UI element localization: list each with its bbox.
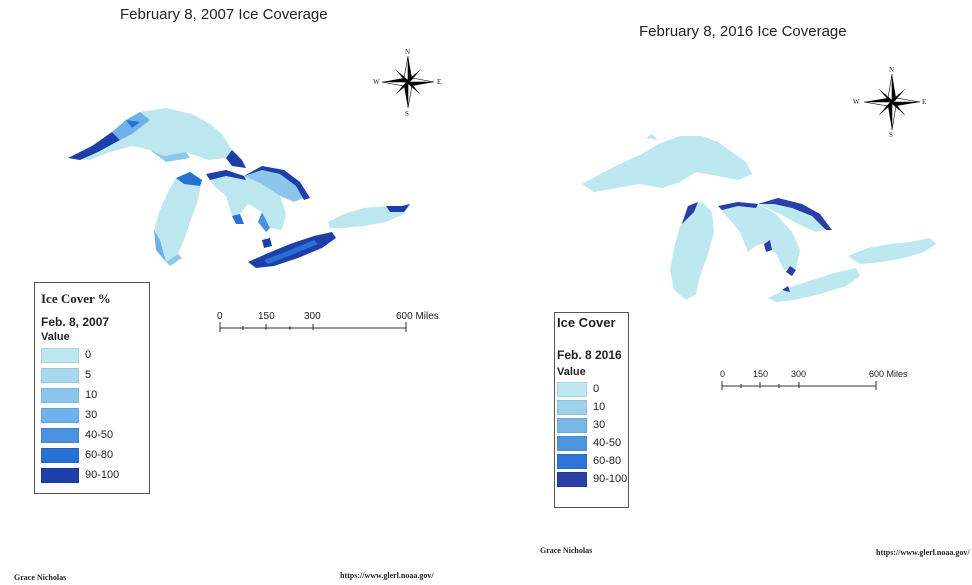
legend-label: 90-100 bbox=[85, 469, 120, 481]
source-url: https://www.glerl.noaa.gov/ bbox=[340, 571, 434, 580]
scale-bar bbox=[721, 381, 877, 390]
map-title: February 8, 2007 Ice Coverage bbox=[120, 6, 328, 23]
legend-swatch bbox=[41, 447, 79, 463]
legend-row: 90-100 bbox=[41, 465, 149, 485]
legend-value-label: Value bbox=[557, 366, 586, 378]
legend-2016: Ice Cover Feb. 8 2016 Value 0 10 30 40-50 60… bbox=[554, 312, 629, 508]
legend-date: Feb. 8, 2007 bbox=[41, 315, 110, 329]
map-title: February 8, 2016 Ice Coverage bbox=[639, 23, 847, 40]
legend-label: 10 bbox=[593, 401, 606, 413]
great-lakes-map-2007 bbox=[68, 55, 435, 332]
scale-label-300: 300 bbox=[791, 369, 807, 379]
legend-label: 10 bbox=[85, 389, 98, 401]
compass-east-label: E bbox=[437, 78, 442, 86]
compass-south-label: S bbox=[889, 131, 893, 139]
compass-east-label: E bbox=[922, 98, 927, 106]
author-credit: Grace Nicholas bbox=[540, 546, 593, 555]
legend-row: 0 bbox=[41, 345, 149, 365]
lake-michigan-shape bbox=[670, 202, 714, 300]
legend-value-label: Value bbox=[41, 331, 70, 343]
compass-south-label: S bbox=[405, 110, 409, 118]
legend-label: 5 bbox=[85, 369, 92, 381]
legend-label: 60-80 bbox=[85, 449, 114, 461]
legend-swatch bbox=[557, 399, 587, 415]
lake-superior-shape bbox=[582, 136, 752, 192]
legend-label: 0 bbox=[85, 349, 92, 361]
legend-swatch bbox=[41, 347, 79, 363]
legend-swatch bbox=[41, 367, 79, 383]
legend-swatch bbox=[41, 427, 79, 443]
legend-label: 90-100 bbox=[593, 473, 628, 485]
legend-swatch bbox=[557, 381, 587, 397]
scale-label-0: 0 bbox=[217, 311, 223, 322]
lake-superior-shape bbox=[68, 108, 232, 160]
compass-north-label: N bbox=[889, 66, 895, 74]
legend-label: 40-50 bbox=[593, 437, 622, 449]
legend-row: 0 bbox=[557, 380, 628, 398]
scale-label-300: 300 bbox=[304, 311, 321, 322]
scale-label-150: 150 bbox=[258, 311, 275, 322]
legend-label: 30 bbox=[593, 419, 606, 431]
legend-row: 30 bbox=[41, 405, 149, 425]
great-lakes-map-2016 bbox=[582, 73, 936, 390]
scale-label-600: 600 Miles bbox=[869, 369, 908, 379]
legend-swatch bbox=[41, 467, 79, 483]
legend-row: 5 bbox=[41, 365, 149, 385]
lake-huron-shape bbox=[718, 202, 800, 270]
legend-row: 30 bbox=[557, 416, 628, 434]
lake-ontario-shape bbox=[848, 238, 936, 264]
legend-2007: Ice Cover % Feb. 8, 2007 Value 0 5 10 30 40-… bbox=[34, 282, 150, 494]
legend-label: 40-50 bbox=[85, 429, 114, 441]
legend-swatch bbox=[557, 471, 587, 487]
legend-row: 10 bbox=[41, 385, 149, 405]
scale-label-0: 0 bbox=[720, 369, 726, 379]
lake-erie-shape bbox=[768, 268, 860, 302]
scale-label-150: 150 bbox=[753, 369, 769, 379]
compass-rose bbox=[381, 55, 435, 109]
legend-swatch bbox=[557, 435, 587, 451]
legend-row: 90-100 bbox=[557, 470, 628, 488]
lake-huron-shape bbox=[206, 170, 286, 230]
author-credit: Grace Nicholas bbox=[14, 573, 67, 582]
compass-rose bbox=[863, 73, 921, 131]
legend-swatch bbox=[557, 417, 587, 433]
legend-swatch bbox=[41, 387, 79, 403]
compass-north-label: N bbox=[405, 48, 411, 56]
map-panel-2016: February 8, 2016 Ice Coverage bbox=[486, 0, 972, 585]
legend-row: 40-50 bbox=[557, 434, 628, 452]
legend-label: 30 bbox=[85, 409, 98, 421]
legend-date: Feb. 8 2016 bbox=[557, 348, 622, 362]
lake-michigan-shape bbox=[154, 172, 202, 262]
map-panel-2007: February 8, 2007 Ice Coverage bbox=[14, 6, 442, 582]
scale-label-600: 600 Miles bbox=[396, 311, 439, 322]
legend-heading: Ice Cover % bbox=[41, 291, 111, 306]
scale-bar bbox=[219, 322, 407, 332]
legend-row: 40-50 bbox=[41, 425, 149, 445]
source-url: https://www.glerl.noaa.gov/ bbox=[876, 548, 970, 557]
legend-label: 0 bbox=[593, 383, 600, 395]
compass-west-label: W bbox=[853, 98, 860, 106]
legend-row: 60-80 bbox=[557, 452, 628, 470]
legend-row: 60-80 bbox=[41, 445, 149, 465]
legend-swatch bbox=[41, 407, 79, 423]
legend-row: 10 bbox=[557, 398, 628, 416]
legend-swatch bbox=[557, 453, 587, 469]
lake-superior-ice-edge bbox=[68, 132, 120, 160]
legend-label: 60-80 bbox=[593, 455, 622, 467]
legend-heading: Ice Cover bbox=[557, 315, 616, 330]
compass-west-label: W bbox=[373, 78, 380, 86]
